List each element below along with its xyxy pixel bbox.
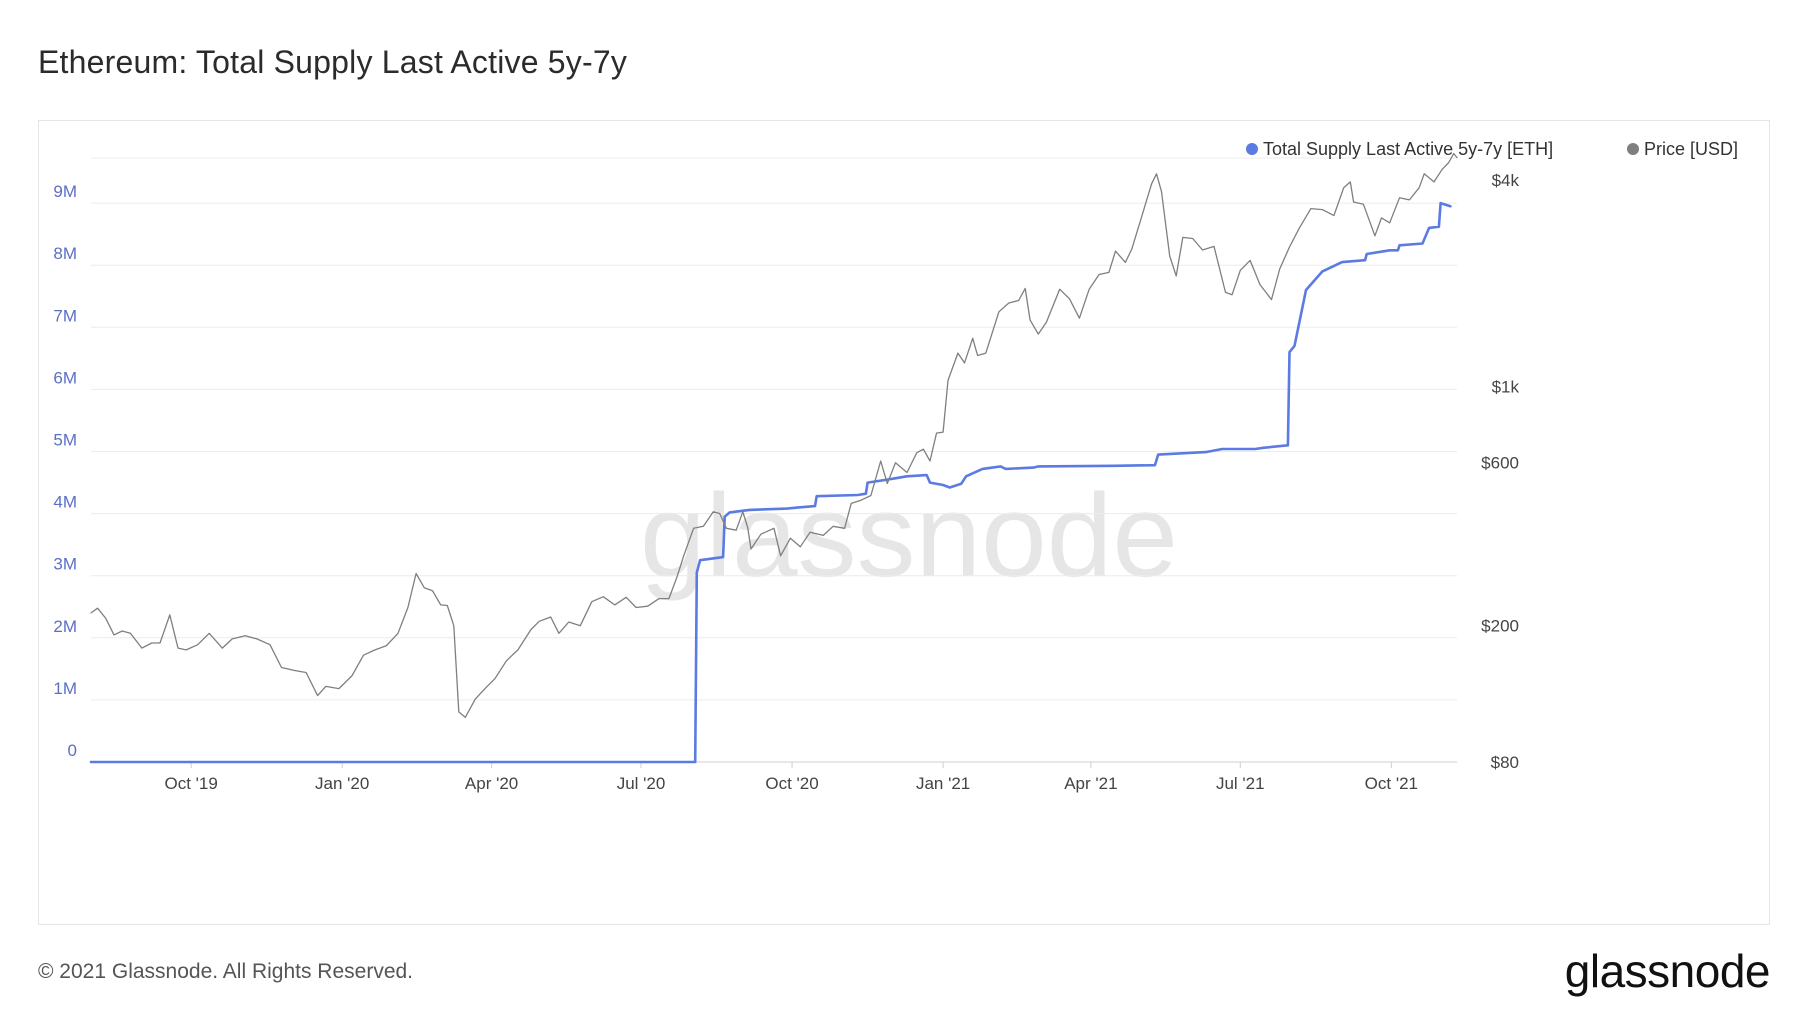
- chart-svg: glassnode 0 1M 2M 3M 4M 5M 6M 7M 8M 9M $80 $200 $60…: [53, 139, 1738, 793]
- right-tick-label: $200: [1481, 617, 1519, 636]
- x-tick-label: Jul '20: [617, 774, 666, 793]
- left-tick-label: 0: [68, 741, 77, 760]
- page-title: Ethereum: Total Supply Last Active 5y-7y: [38, 44, 628, 80]
- legend-price-swatch[interactable]: [1627, 143, 1639, 155]
- left-tick-label: 7M: [53, 306, 77, 325]
- series-price-line: [90, 152, 1458, 719]
- watermark: glassnode: [640, 470, 1178, 602]
- right-tick-label: $600: [1481, 453, 1519, 472]
- x-tick-label: Oct '19: [164, 774, 217, 793]
- right-axis: $80 $200 $600 $1k $4k: [1481, 171, 1519, 772]
- x-tick-label: Jul '21: [1216, 774, 1265, 793]
- right-tick-label: $1k: [1492, 377, 1520, 396]
- x-tick-label: Jan '20: [315, 774, 369, 793]
- footer-brand-logo[interactable]: glassnode: [1564, 945, 1771, 997]
- left-tick-label: 9M: [53, 182, 77, 201]
- x-axis: Oct '19 Jan '20 Apr '20 Jul '20 Oct '20 Jan '…: [91, 761, 1457, 793]
- left-tick-label: 5M: [53, 431, 77, 450]
- legend-supply-swatch[interactable]: [1246, 143, 1258, 155]
- x-tick-label: Oct '21: [1365, 774, 1418, 793]
- x-tick-label: Apr '20: [465, 774, 518, 793]
- series-supply-line: [89, 201, 1452, 764]
- grid-lines: [91, 157, 1457, 763]
- left-tick-label: 2M: [53, 617, 77, 636]
- footer-copyright: © 2021 Glassnode. All Rights Reserved.: [38, 960, 414, 983]
- left-tick-label: 3M: [53, 555, 77, 574]
- x-tick-label: Jan '21: [916, 774, 970, 793]
- left-axis: 0 1M 2M 3M 4M 5M 6M 7M 8M 9M: [53, 182, 77, 760]
- left-tick-label: 1M: [53, 679, 77, 698]
- left-tick-label: 6M: [53, 368, 77, 387]
- series-layer: [89, 152, 1458, 764]
- legend-price-label[interactable]: Price [USD]: [1644, 139, 1738, 159]
- left-tick-label: 4M: [53, 493, 77, 512]
- legend: Total Supply Last Active 5y-7y [ETH] Pri…: [1246, 139, 1738, 159]
- right-tick-label: $4k: [1492, 171, 1520, 190]
- left-tick-label: 8M: [53, 244, 77, 263]
- x-tick-label: Apr '21: [1064, 774, 1117, 793]
- x-tick-label: Oct '20: [765, 774, 818, 793]
- chart-panel: glassnode 0 1M 2M 3M 4M 5M 6M 7M 8M 9M $80 $200 $60…: [38, 120, 1770, 925]
- right-tick-label: $80: [1491, 753, 1519, 772]
- legend-supply-label[interactable]: Total Supply Last Active 5y-7y [ETH]: [1263, 139, 1553, 159]
